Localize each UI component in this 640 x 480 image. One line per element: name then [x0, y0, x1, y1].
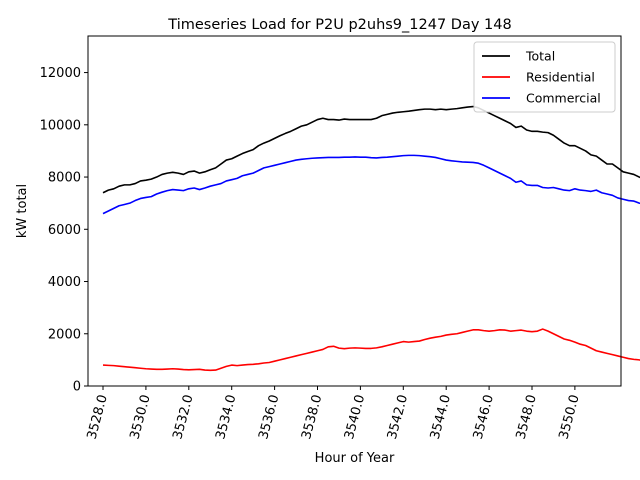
legend: Total Residential Commercial [473, 41, 616, 113]
y-tick-label: 4000 [48, 275, 81, 290]
chart-title: Timeseries Load for P2U p2uhs9_1247 Day … [167, 17, 511, 33]
series-line-residential [102, 328, 640, 372]
legend-label-residential: Residential [526, 70, 595, 85]
y-axis-ticks: 0 2000 4000 6000 8000 10000 12000 [40, 66, 88, 395]
legend-label-commercial: Commercial [526, 91, 601, 106]
y-tick-label: 6000 [48, 223, 81, 238]
y-tick-label: 2000 [48, 327, 81, 342]
legend-label-total: Total [525, 49, 555, 64]
series-line-total [102, 105, 640, 194]
series-lines [102, 105, 640, 372]
series-line-commercial [102, 154, 640, 215]
plot-area-frame [87, 35, 622, 387]
y-tick-label: 10000 [40, 118, 81, 133]
x-axis-label: Hour of Year [315, 451, 395, 466]
y-axis-label: kW total [15, 184, 30, 238]
legend-frame [473, 41, 616, 113]
y-tick-label: 12000 [40, 66, 81, 81]
y-tick-label: 0 [73, 380, 81, 395]
y-tick-label: 8000 [48, 171, 81, 186]
